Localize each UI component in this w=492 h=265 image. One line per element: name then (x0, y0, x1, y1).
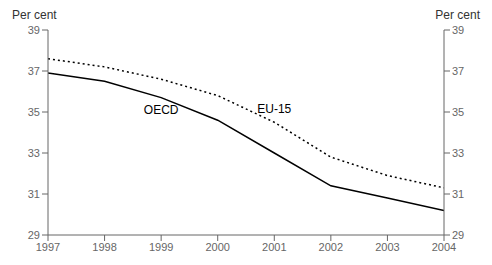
svg-text:37: 37 (28, 65, 40, 77)
svg-text:39: 39 (28, 24, 40, 36)
svg-text:35: 35 (452, 106, 464, 118)
svg-text:29: 29 (452, 229, 464, 241)
svg-text:EU-15: EU-15 (257, 102, 291, 116)
svg-text:33: 33 (28, 147, 40, 159)
svg-text:2002: 2002 (319, 241, 343, 253)
svg-text:33: 33 (452, 147, 464, 159)
svg-text:2004: 2004 (432, 241, 456, 253)
svg-text:35: 35 (28, 106, 40, 118)
svg-text:1999: 1999 (149, 241, 173, 253)
svg-text:37: 37 (452, 65, 464, 77)
svg-text:31: 31 (452, 188, 464, 200)
svg-text:31: 31 (28, 188, 40, 200)
svg-text:29: 29 (28, 229, 40, 241)
svg-text:OECD: OECD (144, 103, 179, 117)
svg-text:1997: 1997 (36, 241, 60, 253)
html-text:Per cent: Per cent (12, 8, 57, 22)
svg-text:2003: 2003 (375, 241, 399, 253)
svg-text:1998: 1998 (92, 241, 116, 253)
svg-text:2001: 2001 (262, 241, 286, 253)
svg-text:2000: 2000 (205, 241, 229, 253)
html-text:Per cent: Per cent (435, 8, 480, 22)
svg-text:39: 39 (452, 24, 464, 36)
